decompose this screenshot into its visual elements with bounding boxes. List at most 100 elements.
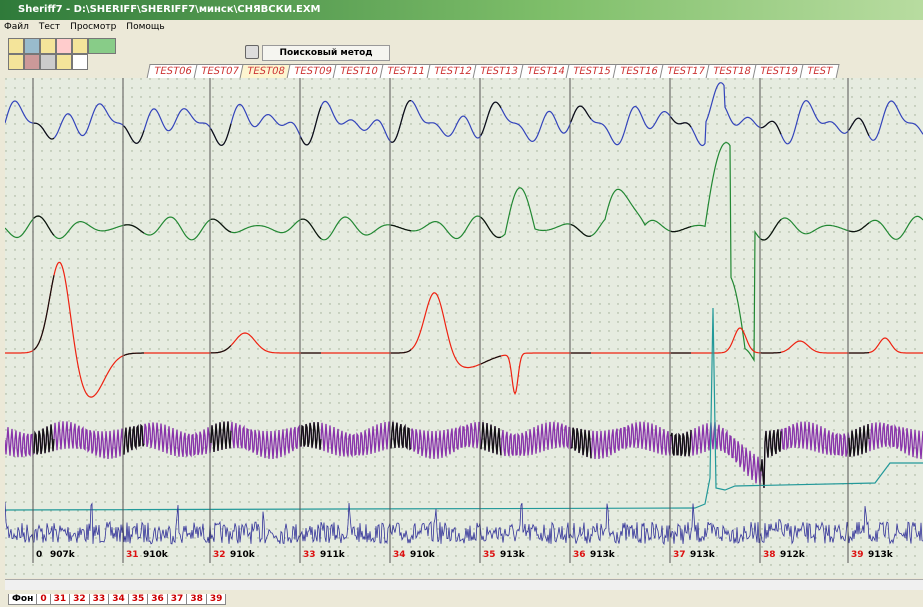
cardio-marker-segment (300, 422, 322, 450)
cardio-marker-segment (123, 423, 145, 455)
marker-value: 907k (50, 550, 76, 560)
cardio-marker-segment (570, 427, 592, 459)
marker-tab[interactable]: 39 (205, 594, 227, 605)
toolbar (8, 38, 128, 76)
gsr-marker-segment (760, 351, 782, 354)
respiration-upper-marker-segment (760, 120, 782, 135)
bottom-tabs: Фон 0 31 32 33 34 35 36 37 38 39 (8, 594, 227, 605)
test-tab[interactable]: TEST08 (239, 64, 293, 79)
marker-number: 37 (673, 550, 686, 560)
test-tab[interactable]: TEST (798, 64, 840, 79)
respiration-upper-marker-segment (848, 117, 870, 137)
gsr-marker-segment (33, 275, 55, 351)
gsr-marker-segment (211, 345, 232, 354)
gsr-marker-segment (391, 349, 412, 354)
marker-number: 34 (393, 550, 406, 560)
cardio-marker-segment (210, 421, 232, 453)
chart-area: 0 907k 31 910k 32 910k 33 911k 34 910k 35 913k 36 913… (5, 78, 923, 578)
marker-tab[interactable]: 36 (147, 594, 168, 605)
respiration-upper-marker-segment (390, 100, 411, 143)
menu-item[interactable]: Тест (38, 22, 61, 32)
test-tab[interactable]: TEST18 (705, 64, 759, 79)
test-tab[interactable]: TEST11 (379, 64, 433, 79)
gsr-marker-segment (480, 355, 502, 365)
respiration-upper-marker-segment (123, 125, 145, 144)
method-button[interactable]: Поисковый метод (262, 45, 390, 61)
marker-number: 38 (763, 550, 776, 560)
grid-background (5, 78, 923, 578)
marker-value: 912k (780, 550, 806, 560)
test-tab[interactable]: TEST16 (612, 64, 666, 79)
tool-button[interactable] (8, 38, 24, 54)
respiration-upper-marker-segment (300, 106, 322, 146)
marker-number: 0 (36, 550, 42, 560)
test-tab[interactable]: TEST17 (659, 64, 712, 79)
marker-value: 913k (500, 550, 526, 560)
marker-number: 35 (483, 550, 496, 560)
marker-number: 31 (126, 550, 139, 560)
respiration-lower-marker-segment (210, 218, 232, 233)
marker-value: 910k (143, 550, 169, 560)
marker-value: 913k (868, 550, 894, 560)
marker-tab[interactable]: 32 (69, 594, 90, 605)
menu-item[interactable]: Помощь (126, 22, 165, 32)
menu-item[interactable]: Файл (4, 22, 29, 32)
cardio-marker-segment (480, 422, 502, 456)
tool-button[interactable] (24, 54, 40, 70)
marker-value: 910k (230, 550, 256, 560)
motion-sensor (5, 501, 923, 546)
respiration-upper-marker-segment (570, 105, 592, 122)
cardio-marker-segment (670, 429, 692, 457)
tool-button[interactable] (88, 38, 116, 54)
respiration-lower-marker-segment (480, 216, 502, 239)
tool-button[interactable] (56, 38, 72, 54)
marker-value: 913k (690, 550, 716, 560)
test-tab[interactable]: TEST06 (146, 64, 200, 79)
test-tab[interactable]: TEST12 (426, 64, 479, 79)
tool-button[interactable] (24, 38, 40, 54)
tool-button[interactable] (72, 54, 88, 70)
marker-tab[interactable]: 31 (49, 594, 71, 605)
test-tab[interactable]: TEST10 (332, 64, 386, 79)
marker-tab[interactable]: Фон (8, 594, 38, 605)
cardio-marker-segment (848, 423, 870, 457)
tool-button[interactable] (72, 38, 88, 54)
cardio-marker-segment (390, 421, 412, 451)
marker-number: 39 (851, 550, 864, 560)
cardio-marker-segment (33, 424, 55, 455)
test-tab[interactable]: TEST15 (565, 64, 619, 79)
marker-value: 913k (590, 550, 616, 560)
marker-tab[interactable]: 34 (108, 594, 129, 605)
respiration-lower-marker-segment (848, 222, 870, 233)
test-tabs: TEST06 TEST07 TEST08 TEST09 TEST10 TEST11 TEST… (146, 64, 840, 79)
scrollbar[interactable] (5, 579, 923, 590)
cardio-marker-segment (760, 429, 782, 489)
test-tab[interactable]: TEST07 (193, 64, 246, 79)
tool-button[interactable] (40, 38, 56, 54)
respiration-lower-marker-segment (300, 218, 322, 240)
test-tab[interactable]: TEST09 (286, 64, 340, 79)
test-tab[interactable]: TEST13 (472, 64, 526, 79)
tool-button[interactable] (40, 54, 56, 70)
marker-number: 36 (573, 550, 586, 560)
marker-number: 32 (213, 550, 226, 560)
marker-tab[interactable]: 35 (127, 594, 149, 605)
respiration-upper-marker-segment (210, 123, 232, 146)
respiration-lower-marker-segment (670, 226, 692, 233)
gsr-marker-segment (123, 352, 144, 356)
menu-item[interactable]: Просмотр (70, 22, 117, 32)
marker-tab[interactable]: 37 (166, 594, 188, 605)
tool-button[interactable] (8, 54, 24, 70)
marker-tab[interactable]: 0 (36, 594, 51, 605)
respiration-upper-marker-segment (480, 101, 502, 136)
test-tab[interactable]: TEST14 (519, 64, 573, 79)
method-icon[interactable] (245, 45, 259, 59)
respiration-lower-marker-segment (33, 215, 55, 236)
tool-button[interactable] (56, 54, 72, 70)
marker-tab[interactable]: 33 (88, 594, 110, 605)
marker-tab[interactable]: 38 (186, 594, 207, 605)
test-tab[interactable]: TEST19 (752, 64, 806, 79)
marker-value: 911k (320, 550, 346, 560)
respiration-lower-marker-segment (123, 224, 145, 234)
